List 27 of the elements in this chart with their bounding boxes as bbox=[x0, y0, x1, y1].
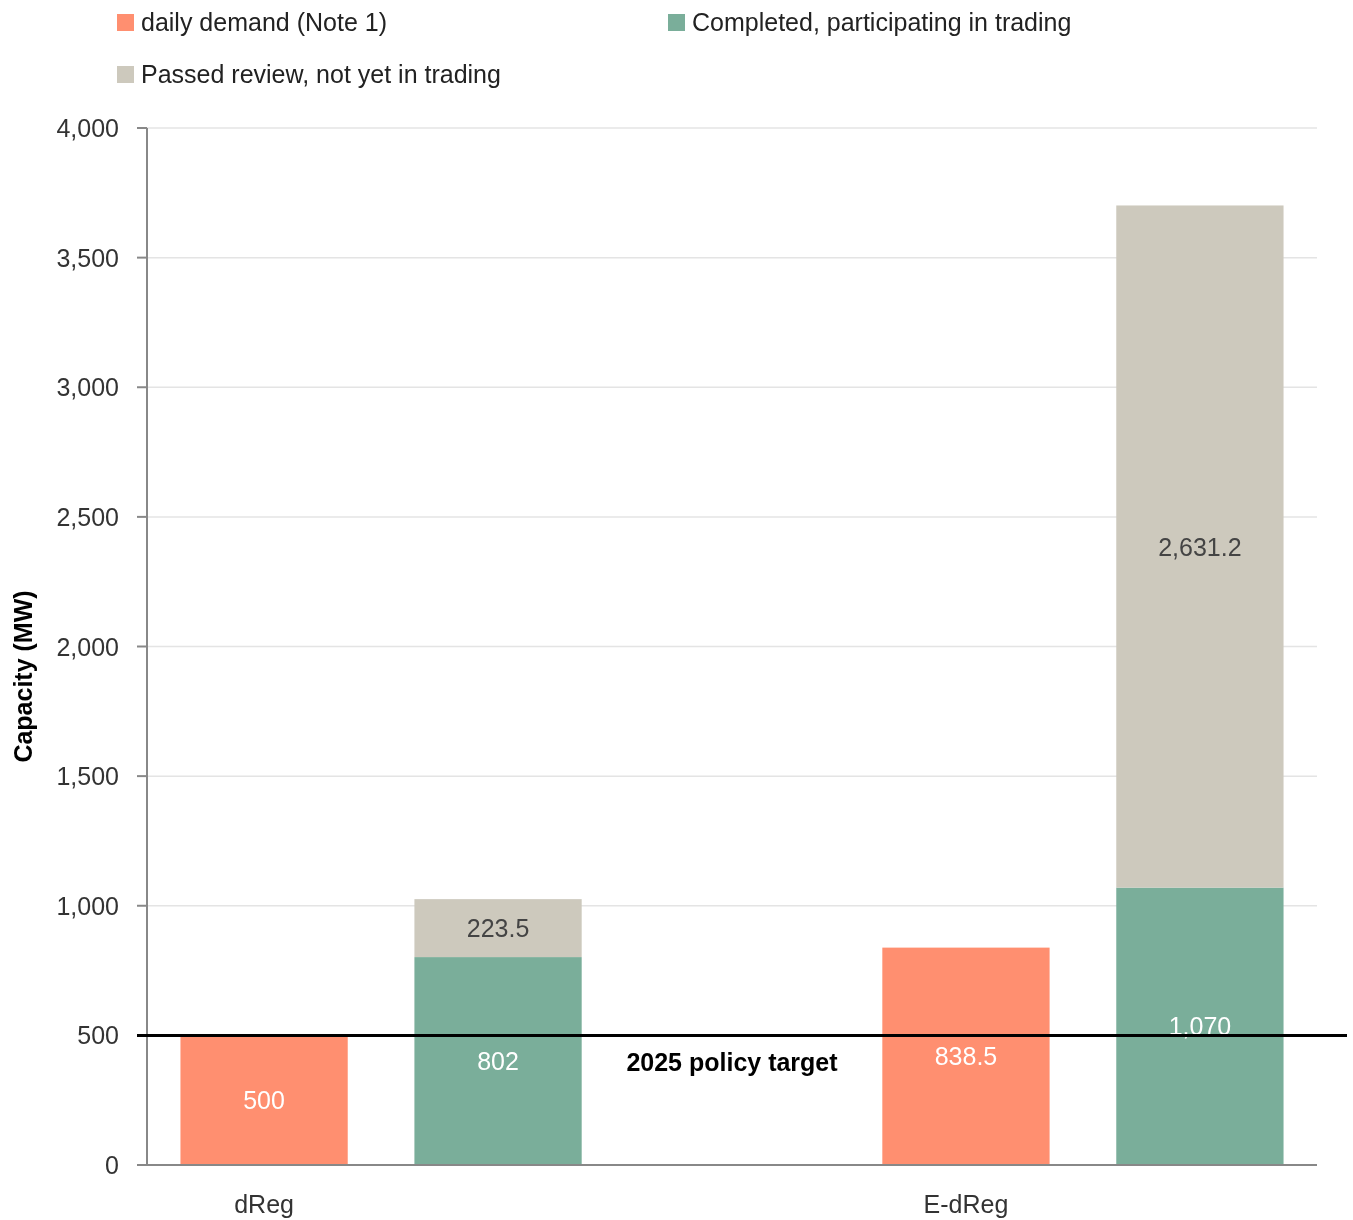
bar bbox=[180, 1035, 348, 1166]
bar bbox=[1116, 205, 1284, 888]
y-tick-label: 3,500 bbox=[56, 243, 119, 272]
y-tick-label: 500 bbox=[77, 1021, 119, 1050]
y-tick-label: 0 bbox=[105, 1151, 119, 1179]
ref-line-label: 2025 policy target bbox=[626, 1048, 839, 1077]
legend-label: daily demand (Note 1) bbox=[141, 8, 387, 36]
y-tick-label: 1,000 bbox=[56, 891, 119, 920]
legend-label: Passed review, not yet in trading bbox=[141, 60, 501, 88]
x-tick-label: dReg bbox=[234, 1190, 294, 1218]
bar bbox=[414, 957, 582, 1165]
data-label: 838.5 bbox=[934, 1042, 998, 1071]
data-label: 802 bbox=[477, 1047, 519, 1076]
y-tick-label: 3,000 bbox=[56, 373, 119, 402]
data-label: 500 bbox=[243, 1086, 285, 1115]
y-tick-label: 1,500 bbox=[56, 762, 119, 791]
y-axis-title: Capacity (MW) bbox=[9, 590, 37, 763]
data-label: 2,631.2 bbox=[1158, 532, 1242, 561]
bar bbox=[414, 899, 582, 958]
y-tick-label: 4,000 bbox=[56, 114, 119, 142]
legend-label: Completed, participating in trading bbox=[692, 8, 1072, 36]
bar bbox=[882, 947, 1050, 1165]
y-tick-label: 2,500 bbox=[56, 502, 119, 531]
x-tick-label: E-dReg bbox=[923, 1190, 1009, 1218]
bar bbox=[1116, 887, 1284, 1165]
y-tick-label: 2,000 bbox=[56, 632, 119, 661]
data-label: 223.5 bbox=[466, 914, 530, 943]
